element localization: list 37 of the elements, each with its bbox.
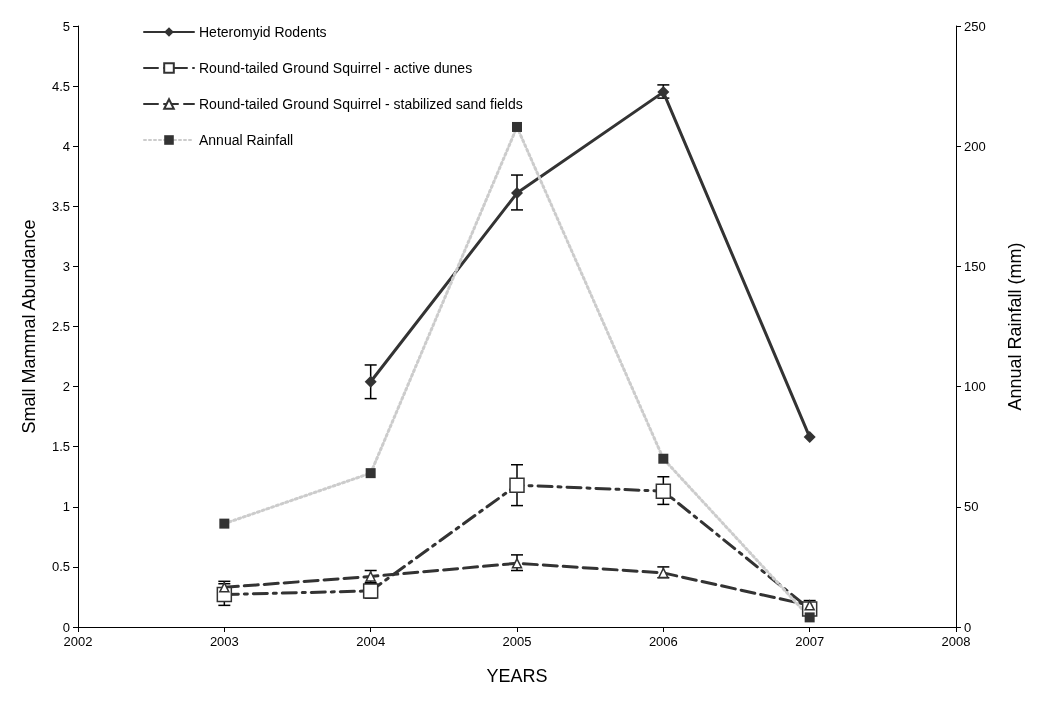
x-tick-label: 2008 <box>941 634 971 649</box>
x-tick-label: 2004 <box>356 634 386 649</box>
y2-tick-label: 50 <box>964 499 979 515</box>
point <box>655 483 672 499</box>
point <box>364 375 377 388</box>
x-tick-label: 2002 <box>63 634 93 649</box>
y2-tick-label: 150 <box>964 258 986 274</box>
x-tick-label: 2007 <box>795 634 825 649</box>
x-tick-label: 2003 <box>209 634 239 649</box>
y-tick-label: 0.5 <box>51 559 70 575</box>
y2-tick-label: 100 <box>964 379 986 395</box>
y-tick-label: 5 <box>62 18 70 34</box>
y-tick-label: 3 <box>62 258 70 274</box>
y2-tick-label: 250 <box>964 18 986 34</box>
y2-tick-label: 200 <box>964 138 986 154</box>
y-tick-label: 4.5 <box>51 78 70 94</box>
y-tick-label: 1 <box>62 499 70 515</box>
point <box>803 431 816 444</box>
y-tick-label: 0 <box>62 619 70 635</box>
y-tick-label: 3.5 <box>51 198 70 214</box>
legend-label: Round-tailed Ground Squirrel - active dunes <box>199 60 473 76</box>
legend-label: Round-tailed Ground Squirrel - stabilized sand fields <box>199 96 523 112</box>
x-axis-title: YEARS <box>486 666 548 686</box>
point <box>509 477 525 493</box>
y2-tick-label: 0 <box>964 619 972 635</box>
point <box>511 187 523 200</box>
y-tick-label: 1.5 <box>51 439 70 455</box>
x-tick-label: 2006 <box>648 634 678 649</box>
y-tick-label: 2.5 <box>51 319 70 334</box>
y-axis-title: Small Mammal Abundance <box>19 219 39 434</box>
y-tick-label: 2 <box>62 379 70 395</box>
legend-label: Heteromyid Rodents <box>199 24 327 40</box>
point <box>511 558 523 569</box>
x-tick-label: 2005 <box>502 634 532 649</box>
y2-axis-title: Annual Rainfall (mm) <box>1005 242 1025 411</box>
y-tick-label: 4 <box>62 138 70 154</box>
legend-label: Annual Rainfall <box>199 132 294 148</box>
